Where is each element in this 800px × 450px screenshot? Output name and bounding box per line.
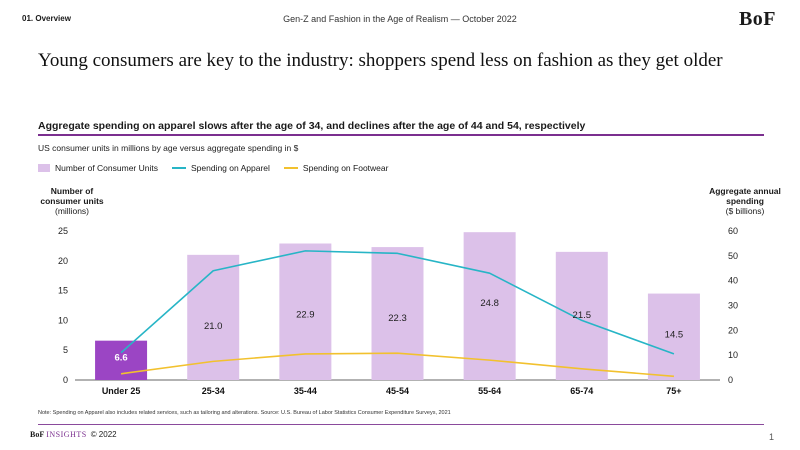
right-axis-tick-label: 10: [728, 350, 738, 360]
right-axis-tick-label: 20: [728, 325, 738, 335]
right-axis-title: Aggregate annual spending ($ billions): [700, 186, 790, 216]
legend-item-footwear: Spending on Footwear: [283, 163, 389, 173]
bar-value-label: 14.5: [665, 330, 684, 341]
bar-value-label: 6.6: [114, 353, 127, 364]
x-axis-category-label: 65-74: [570, 386, 593, 396]
bar-consumer-units: [187, 254, 240, 380]
chart-description: US consumer units in millions by age ver…: [38, 143, 299, 153]
x-axis-category-label: 55-64: [478, 386, 501, 396]
page-headline: Young consumers are key to the industry:…: [38, 50, 723, 71]
right-axis-tick-label: 0: [728, 375, 733, 385]
legend-swatch-footwear: [283, 167, 298, 169]
bar-value-label: 22.9: [296, 310, 315, 321]
right-axis-title-text: Aggregate annual spending: [709, 186, 781, 206]
left-axis-tick-label: 20: [58, 256, 68, 266]
bar-value-label: 22.3: [388, 313, 407, 324]
section-label: 01. Overview: [22, 14, 71, 23]
left-axis-tick-label: 5: [63, 345, 68, 355]
bar-value-label: 21.5: [573, 310, 592, 321]
legend-label-apparel: Spending on Apparel: [190, 163, 270, 173]
x-axis-category-label: 25-34: [202, 386, 225, 396]
legend-label-footwear: Spending on Footwear: [302, 163, 389, 173]
footer-copyright: © 2022: [90, 430, 117, 439]
right-axis-tick-label: 30: [728, 301, 738, 311]
footer-brand: BoF INSIGHTS © 2022: [30, 430, 117, 439]
left-axis-tick-label: 10: [58, 315, 68, 325]
legend-label-consumer-units: Number of Consumer Units: [55, 163, 158, 173]
right-axis-unit: ($ billions): [725, 206, 765, 216]
legend-swatch-bar: [38, 164, 50, 172]
chart-legend: Number of Consumer Units Spending on App…: [38, 163, 388, 173]
line-spending-footwear: [120, 352, 674, 378]
left-axis-title-text: Number of consumer units: [40, 186, 104, 206]
accent-divider: [38, 134, 764, 136]
right-axis-tick-label: 40: [728, 276, 738, 286]
left-axis-tick-label: 25: [58, 226, 68, 236]
bar-value-label: 21.0: [204, 321, 223, 332]
left-axis-title: Number of consumer units (millions): [30, 186, 114, 216]
footer-divider: [38, 424, 764, 425]
chart-subheadline: Aggregate spending on apparel slows afte…: [38, 120, 586, 132]
right-axis-tick-label: 50: [728, 251, 738, 261]
legend-item-apparel: Spending on Apparel: [171, 163, 270, 173]
line-spending-apparel: [120, 250, 675, 355]
footer-brand-insights: INSIGHTS: [46, 430, 87, 439]
bar-consumer-units: [647, 293, 700, 380]
x-axis-category-label: 45-54: [386, 386, 409, 396]
left-axis-tick-label: 15: [58, 286, 68, 296]
bar-consumer-units: [371, 247, 424, 380]
right-axis-tick-label: 60: [728, 226, 738, 236]
x-axis-category-label: 35-44: [294, 386, 317, 396]
bar-consumer-units: [279, 243, 332, 380]
report-title: Gen-Z and Fashion in the Age of Realism …: [283, 14, 517, 24]
x-axis-category-label: 75+: [666, 386, 681, 396]
footnote: Note: Spending on Apparel also includes …: [38, 410, 451, 416]
x-axis-category-label: Under 25: [102, 386, 141, 396]
left-axis-tick-label: 0: [63, 375, 68, 385]
legend-swatch-apparel: [171, 167, 186, 169]
footer-brand-bof: BoF: [30, 430, 45, 439]
bof-logo: BoF: [738, 8, 776, 30]
bar-value-label: 24.8: [480, 298, 499, 309]
legend-item-consumer-units: Number of Consumer Units: [38, 163, 158, 173]
page-number: 1: [768, 432, 774, 442]
left-axis-unit: (millions): [55, 206, 89, 216]
bar-consumer-units: [463, 232, 516, 380]
bar-consumer-units: [555, 251, 608, 380]
